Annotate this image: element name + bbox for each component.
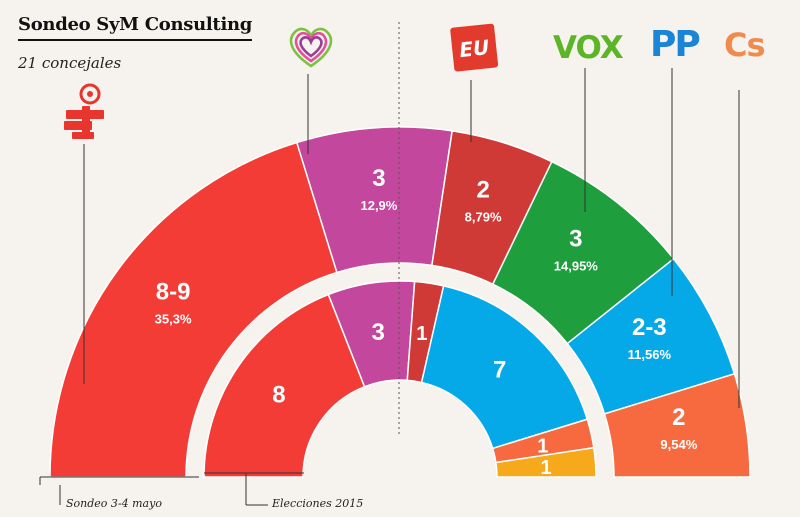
seat-count-label-election-compromis: 3 [371, 319, 384, 346]
svg-text:EU: EU [458, 35, 490, 62]
chart-subtitle: 21 concejales [18, 54, 122, 72]
vote-pct-label-eu: 8,79% [465, 210, 502, 225]
cs-logo: Cs [724, 26, 766, 64]
seat-arc-survey-cs [603, 372, 751, 478]
chart-title: Sondeo SyM Consulting [18, 14, 252, 41]
vox-logo: VOX [553, 30, 624, 66]
vote-pct-label-vox: 14,95% [554, 259, 599, 274]
pp-logo: PP [650, 24, 701, 65]
vote-pct-label-psoe: 35,3% [155, 312, 192, 327]
psoe-rose-icon [64, 83, 104, 139]
baseline-ticks [39, 472, 304, 506]
seat-count-label-survey-eu: 2 [476, 177, 489, 204]
seat-count-label-election-eu: 1 [416, 323, 427, 345]
seat-count-label-survey-cs: 2 [672, 404, 685, 431]
seat-arc-election-psoe [203, 293, 366, 478]
seat-count-label-survey-pp: 2-3 [632, 314, 667, 341]
pointer-lines [83, 68, 740, 408]
seat-count-label-survey-psoe: 8-9 [156, 279, 191, 306]
seat-count-label-election-other: 1 [541, 457, 552, 479]
seat-count-label-survey-compromis: 3 [372, 165, 385, 192]
seat-arc-election-pp [420, 285, 589, 450]
vote-pct-label-compromis: 12,9% [360, 198, 397, 213]
seat-arc-survey-psoe [49, 141, 338, 478]
survey-footnote: Sondeo 3-4 mayo [66, 497, 162, 510]
election-footnote: Elecciones 2015 [272, 497, 364, 510]
eu-badge-icon: EU [450, 23, 499, 72]
seat-count-label-election-psoe: 8 [272, 381, 285, 408]
seat-count-label-election-cs: 1 [537, 435, 548, 457]
vote-pct-label-cs: 9,54% [660, 437, 697, 452]
compromis-heart-icon [289, 27, 333, 68]
seat-count-label-election-pp: 7 [493, 357, 506, 384]
seat-count-label-survey-vox: 3 [569, 226, 582, 253]
vote-pct-label-pp: 11,56% [628, 347, 672, 362]
seat-arc-election-other [495, 446, 597, 478]
